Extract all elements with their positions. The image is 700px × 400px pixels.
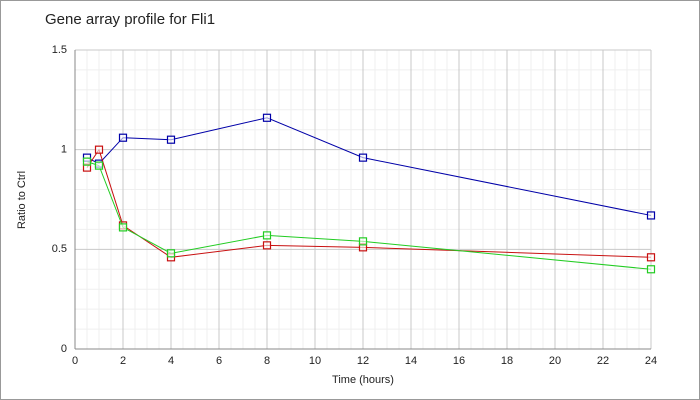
x-tick-label: 2 (120, 355, 126, 367)
data-point (646, 211, 656, 220)
x-tick-label: 8 (264, 355, 270, 367)
x-tick-label: 14 (405, 355, 417, 367)
data-point (166, 249, 176, 258)
data-point (262, 241, 272, 250)
data-point (358, 237, 368, 246)
data-point (118, 223, 128, 232)
chart-title: Gene array profile for Fli1 (45, 11, 215, 28)
data-point (646, 253, 656, 262)
y-axis-label: Ratio to Ctrl (16, 171, 28, 229)
y-tick-label: 0 (61, 343, 67, 355)
x-tick-label: 18 (501, 355, 513, 367)
data-point (94, 145, 104, 154)
data-point (358, 153, 368, 162)
x-tick-label: 10 (309, 355, 321, 367)
x-axis-label: Time (hours) (332, 374, 394, 386)
data-point (118, 133, 128, 142)
x-tick-label: 0 (72, 355, 78, 367)
data-point (166, 135, 176, 144)
x-tick-label: 6 (216, 355, 222, 367)
data-point (94, 161, 104, 170)
data-point (262, 231, 272, 240)
data-point (646, 265, 656, 274)
x-tick-label: 12 (357, 355, 369, 367)
data-point (82, 157, 92, 166)
y-tick-label: 1.5 (52, 44, 67, 56)
x-tick-label: 16 (453, 355, 465, 367)
x-tick-label: 22 (597, 355, 609, 367)
y-tick-label: 1 (61, 144, 67, 156)
x-tick-label: 20 (549, 355, 561, 367)
x-tick-label: 24 (645, 355, 657, 367)
y-tick-label: 0.5 (52, 243, 67, 255)
x-tick-label: 4 (168, 355, 174, 367)
data-point (262, 113, 272, 122)
